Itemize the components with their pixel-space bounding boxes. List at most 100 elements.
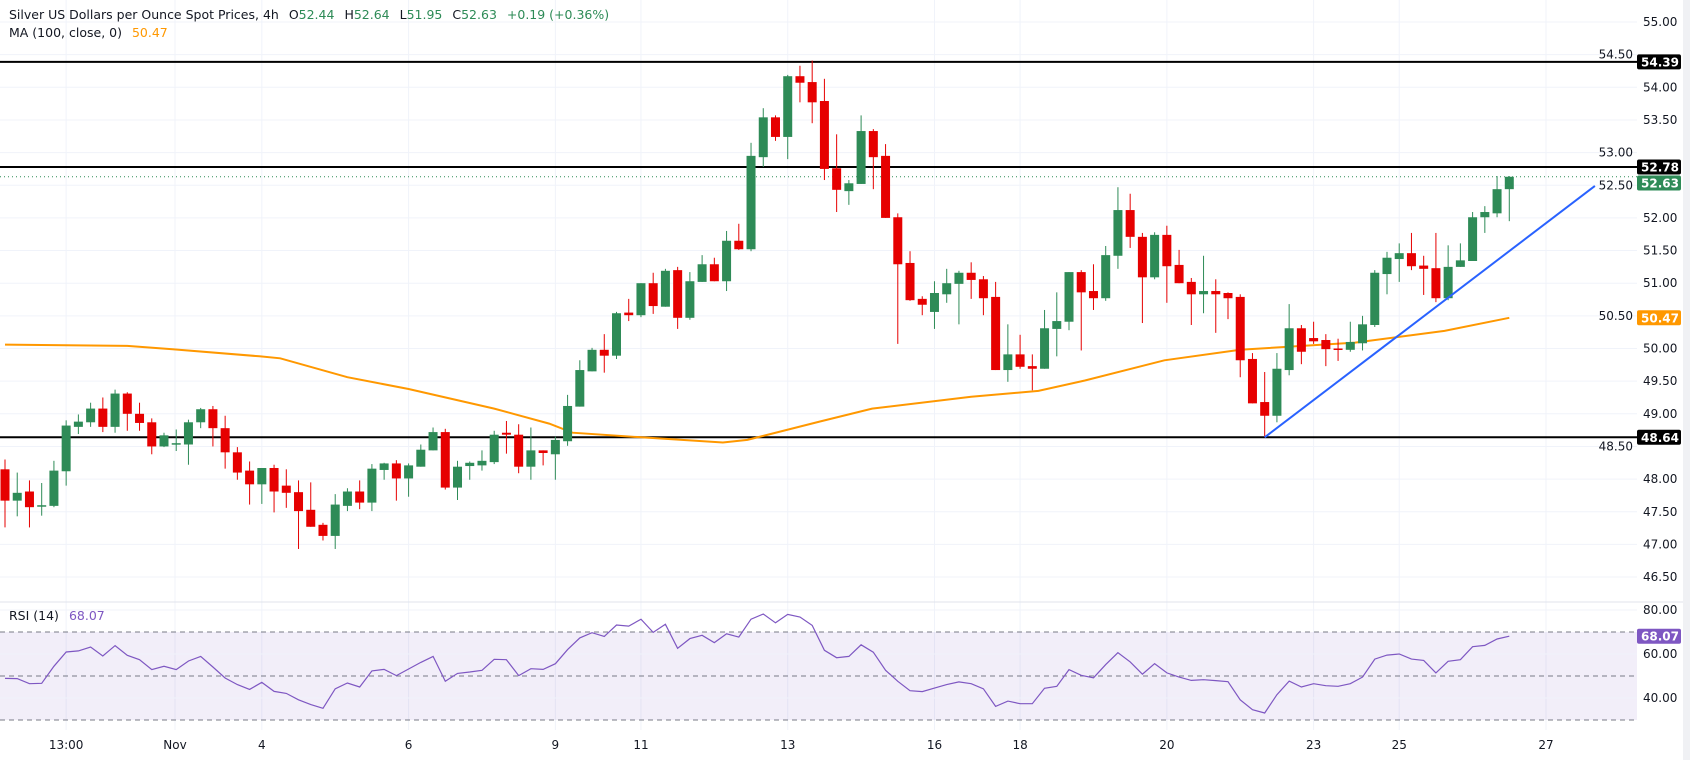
price-badges: 54.39 52.78 52.63 50.47 48.64 68.07 xyxy=(1637,54,1681,644)
candle-down xyxy=(440,432,450,488)
candle-up xyxy=(636,283,646,316)
time-tick-label: 13:00 xyxy=(49,738,84,752)
candle-up xyxy=(342,491,352,506)
candle-down xyxy=(917,298,927,305)
candle-down xyxy=(514,434,524,467)
price-badge-label: 68.07 xyxy=(1641,630,1679,644)
symbol-legend: Silver US Dollars per Ounce Spot Prices,… xyxy=(9,7,615,22)
price-tick-label: 48.50 xyxy=(1599,439,1633,453)
candle-up xyxy=(1504,176,1514,190)
candle-up xyxy=(465,462,475,467)
price-axis[interactable]: 55.00 54.50 54.00 53.50 53.00 52.50 52.00 51.50… xyxy=(1599,15,1678,705)
candle-down xyxy=(355,491,365,503)
candle-down xyxy=(208,409,218,429)
candle-up xyxy=(1284,328,1294,371)
time-axis[interactable]: 13:00 Nov 4 6 9 11 13 16 18 20 23 25 27 xyxy=(49,738,1554,752)
trendline-line[interactable] xyxy=(1264,185,1596,439)
candle-down xyxy=(1260,402,1270,416)
price-tick-label: 52.00 xyxy=(1643,211,1677,225)
candle-down xyxy=(770,117,780,137)
candle-up xyxy=(1272,368,1282,416)
price-tick-label: 50.00 xyxy=(1643,342,1677,356)
candle-down xyxy=(1223,292,1233,299)
candle-down xyxy=(1137,236,1147,278)
candle-down xyxy=(648,283,658,307)
candle-up xyxy=(159,435,169,447)
candle-down xyxy=(1309,338,1319,342)
price-badge xyxy=(1637,310,1681,326)
moving-average xyxy=(4,316,1510,444)
candle-up xyxy=(1199,291,1209,295)
candle-down xyxy=(122,393,132,414)
price-badge-label: 54.39 xyxy=(1641,55,1679,69)
candle-down xyxy=(0,469,10,501)
candle-down xyxy=(673,270,683,318)
candle-up xyxy=(697,264,707,282)
price-tick-label: 53.00 xyxy=(1599,146,1633,160)
price-badge xyxy=(1637,628,1681,644)
candle-up xyxy=(183,422,193,445)
candle-down xyxy=(1076,272,1086,293)
ma-label: MA (100, close, 0) xyxy=(9,25,122,40)
rsi-line xyxy=(4,613,1510,714)
candle-down xyxy=(294,492,304,512)
candle-down xyxy=(734,240,744,250)
candle-down xyxy=(1431,268,1441,299)
price-tick-label: 55.00 xyxy=(1643,15,1677,29)
candle-down xyxy=(1125,210,1135,237)
ma-line xyxy=(4,316,1510,444)
candle-up xyxy=(196,409,206,423)
candle-up xyxy=(722,240,732,282)
candle-up xyxy=(12,492,22,501)
horizontal-levels xyxy=(0,60,1637,439)
rsi-value: 68.07 xyxy=(68,608,105,623)
candle-up xyxy=(783,76,793,137)
candle-up xyxy=(1382,257,1392,275)
candle-up xyxy=(1492,189,1502,214)
price-tick-label: 53.50 xyxy=(1643,113,1677,127)
ma-legend[interactable]: MA (100, close, 0) 50.47 xyxy=(9,25,174,40)
price-tick-label: 47.50 xyxy=(1643,505,1677,519)
candle-down xyxy=(1235,296,1245,361)
price-tick-label: 46.50 xyxy=(1643,570,1677,584)
price-badge-label: 50.47 xyxy=(1641,311,1679,325)
candle-up xyxy=(612,313,621,356)
time-tick-label: 6 xyxy=(405,738,413,752)
candle-down xyxy=(868,131,878,158)
candle-down xyxy=(893,217,903,265)
candle-up xyxy=(1003,354,1013,371)
candle-up xyxy=(1064,272,1074,322)
rsi-legend[interactable]: RSI (14) 68.07 xyxy=(9,608,111,623)
candle-down xyxy=(1186,281,1196,295)
candle-down xyxy=(1296,328,1306,352)
time-tick-label: 25 xyxy=(1392,738,1407,752)
candle-down xyxy=(819,101,829,169)
candle-up xyxy=(587,349,597,372)
candle-down xyxy=(1174,264,1184,284)
trendline[interactable] xyxy=(1264,185,1596,439)
candle-up xyxy=(379,463,389,470)
candle-up xyxy=(1150,234,1160,278)
candle-down xyxy=(795,76,805,83)
candle-up xyxy=(942,283,952,295)
candle-up xyxy=(489,434,499,463)
rsi-tick-label: 80.00 xyxy=(1643,603,1677,617)
candle-up xyxy=(1370,272,1380,325)
candle-down xyxy=(709,264,719,282)
ma-value: 50.47 xyxy=(131,25,168,40)
time-tick-label: 4 xyxy=(258,738,266,752)
price-badge xyxy=(1637,54,1681,70)
price-tick-label: 49.50 xyxy=(1643,374,1677,388)
rsi-pane xyxy=(0,609,1637,721)
candle-down xyxy=(281,485,291,493)
candle-down xyxy=(24,491,34,508)
candle-down xyxy=(832,168,842,190)
candle-up xyxy=(526,450,536,467)
price-tick-label: 48.00 xyxy=(1643,472,1677,486)
price-tick-label: 51.00 xyxy=(1643,276,1677,290)
right-edge xyxy=(1683,0,1690,760)
price-tick-label: 49.00 xyxy=(1643,407,1677,421)
candle-up xyxy=(685,281,695,318)
candle-down xyxy=(1419,265,1429,269)
